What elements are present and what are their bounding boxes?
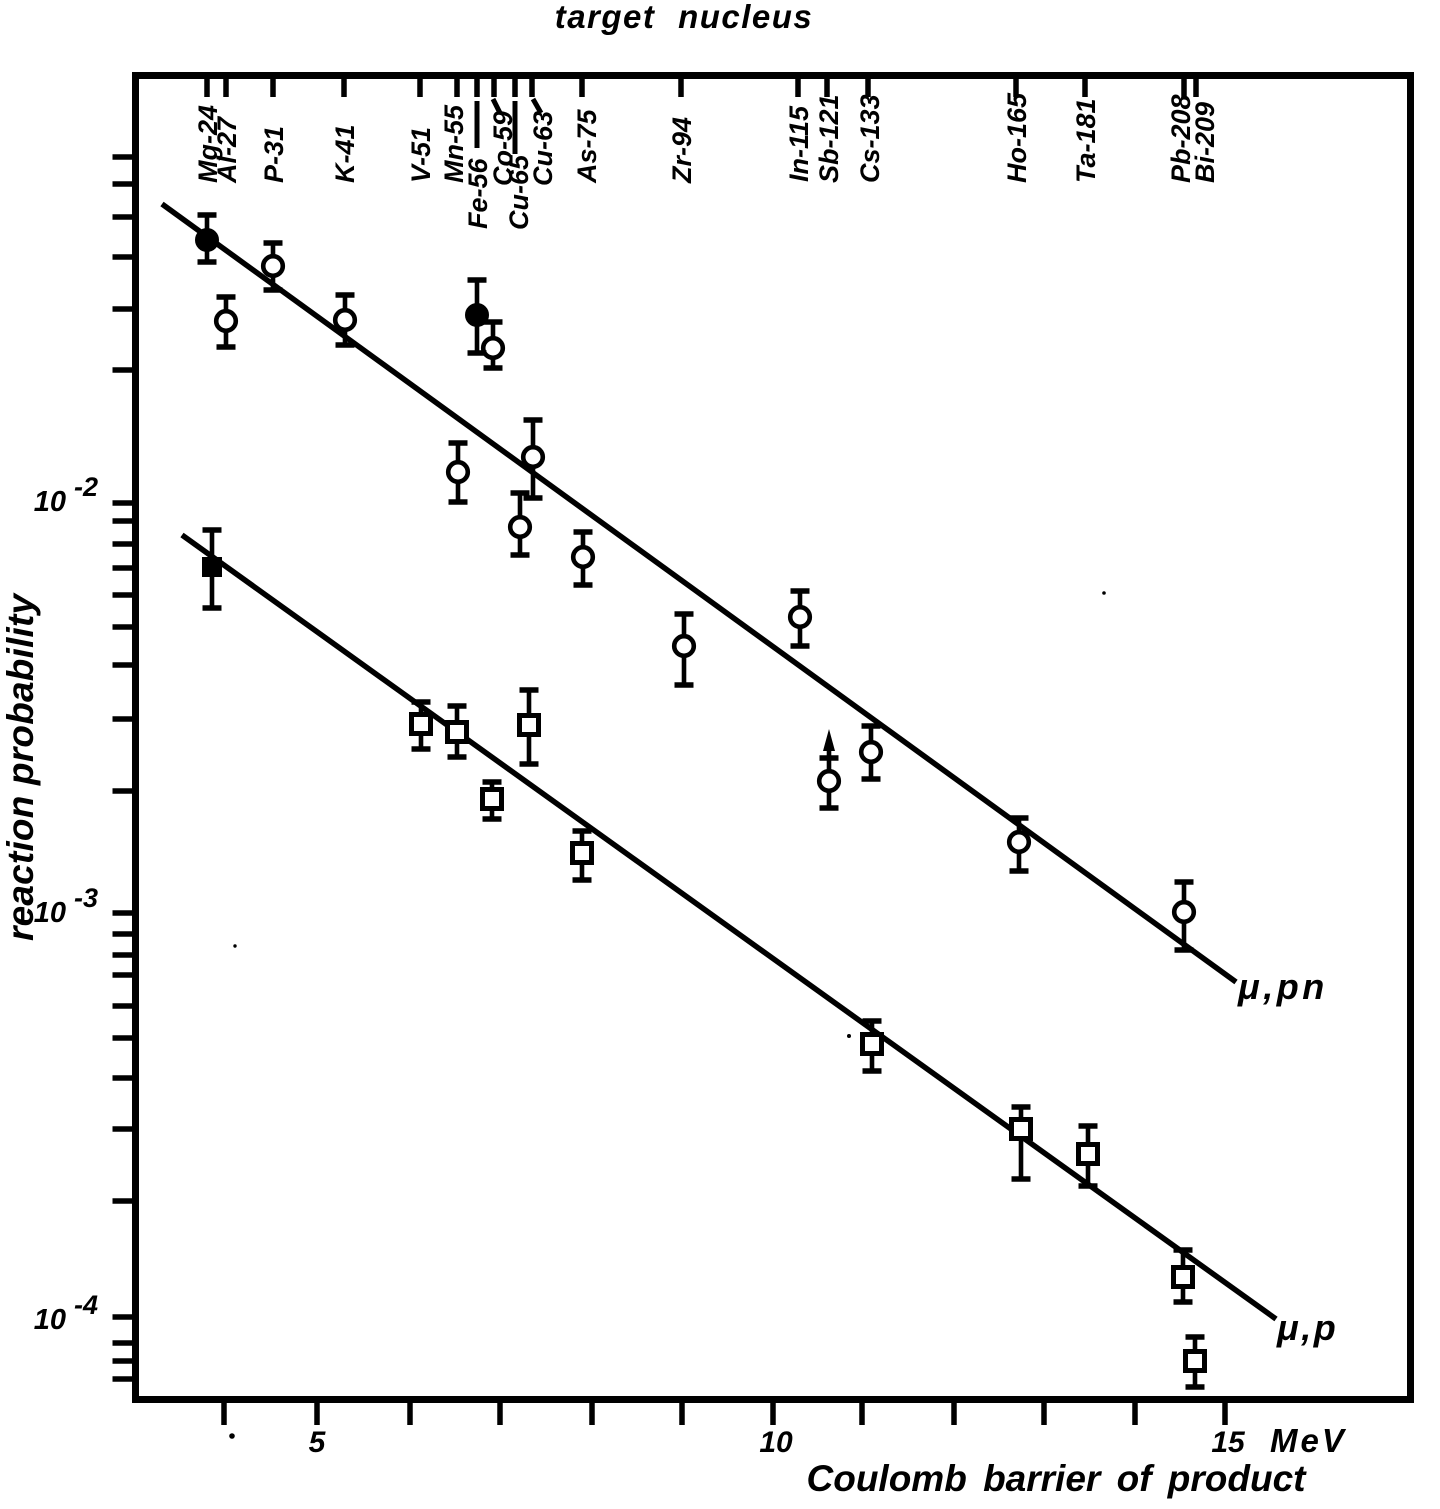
svg-text:Bi-209: Bi-209 bbox=[1190, 102, 1220, 183]
svg-text:-4: -4 bbox=[74, 1290, 98, 1320]
svg-text:10: 10 bbox=[34, 1304, 66, 1336]
svg-text:MeV: MeV bbox=[1270, 1422, 1347, 1459]
svg-text:10: 10 bbox=[34, 486, 66, 518]
svg-text:-3: -3 bbox=[74, 883, 98, 913]
svg-text:Mg-24: Mg-24 bbox=[193, 105, 223, 183]
svg-text:target nucleus: target nucleus bbox=[555, 0, 814, 35]
svg-text:Cu-65: Cu-65 bbox=[504, 154, 534, 230]
svg-text:Cs-133: Cs-133 bbox=[855, 94, 885, 183]
svg-text:Al-27: Al-27 bbox=[212, 115, 242, 184]
svg-text:Mn-55: Mn-55 bbox=[439, 104, 469, 183]
svg-text:P-31: P-31 bbox=[259, 126, 289, 183]
svg-text:-2: -2 bbox=[74, 472, 98, 502]
svg-text:Ta-181: Ta-181 bbox=[1071, 98, 1101, 183]
svg-text:Cu-63: Cu-63 bbox=[528, 111, 558, 186]
svg-text:Sb-121: Sb-121 bbox=[814, 94, 844, 183]
svg-text:K-41: K-41 bbox=[330, 124, 360, 183]
svg-text:μ,p: μ,p bbox=[1276, 1307, 1338, 1348]
svg-text:10: 10 bbox=[759, 1426, 793, 1459]
svg-text:10: 10 bbox=[34, 897, 66, 929]
svg-text:As-75: As-75 bbox=[572, 108, 602, 184]
svg-text:5: 5 bbox=[309, 1426, 327, 1459]
svg-text:In-115: In-115 bbox=[784, 105, 814, 182]
svg-text:Co-59: Co-59 bbox=[488, 111, 518, 186]
svg-text:V-51: V-51 bbox=[406, 127, 436, 183]
svg-text:Zr-94: Zr-94 bbox=[667, 117, 697, 184]
svg-text:Pb-208: Pb-208 bbox=[1166, 94, 1196, 183]
svg-text:μ,pn: μ,pn bbox=[1237, 966, 1328, 1007]
svg-text:Coulomb barrier of product: Coulomb barrier of product bbox=[807, 1458, 1308, 1499]
svg-text:15: 15 bbox=[1211, 1426, 1246, 1459]
svg-text:reaction probability: reaction probability bbox=[0, 591, 41, 941]
svg-text:Ho-165: Ho-165 bbox=[1002, 92, 1032, 183]
svg-text:Fe-56: Fe-56 bbox=[463, 157, 493, 229]
